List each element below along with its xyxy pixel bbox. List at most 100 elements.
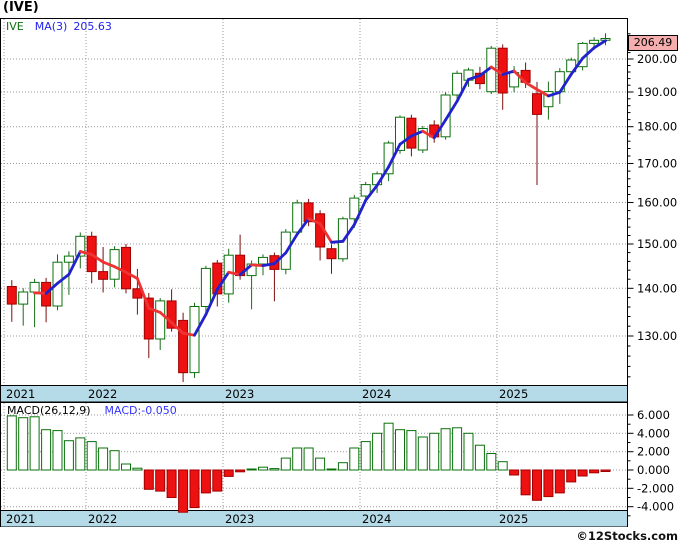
candle-body [258, 256, 268, 265]
watermark-copyright: ©12Stocks.com [576, 529, 678, 543]
price-axis-label: 160.00 [637, 196, 677, 210]
macd-bar-negative [143, 469, 154, 490]
macd-current-value: MACD:-0.050 [104, 404, 177, 417]
macd-bar-positive [121, 463, 131, 471]
candle-body [200, 267, 211, 307]
year-label-macd: 2025 [499, 512, 528, 526]
macd-bar-positive [417, 436, 428, 471]
macd-gridlines: 6.000 4.000 2.000 0.000 -2.000 -4.000 [1, 408, 674, 517]
legend-ma-label: MA(3) [34, 20, 68, 33]
candle-body [406, 117, 417, 149]
candle-body [121, 246, 131, 290]
macd-bar-negative [223, 469, 234, 477]
macd-axis-label: -2.000 [637, 481, 674, 495]
year-label-main: 2023 [225, 387, 254, 401]
macd-bar-positive [132, 467, 143, 471]
candle-body [98, 271, 109, 280]
candle-body [532, 93, 542, 115]
macd-bar-negative [566, 469, 577, 483]
ma3-line [33, 39, 607, 337]
macd-bar-positive [246, 468, 257, 471]
macd-bar-negative [543, 469, 554, 498]
candle-body [63, 255, 74, 263]
macd-bar-positive [258, 466, 268, 471]
candle-body [155, 300, 166, 340]
macd-bar-positive [18, 417, 29, 471]
macd-bar-positive [303, 447, 314, 471]
macd-axis-label: 6.000 [637, 408, 670, 422]
macd-bar-negative [235, 469, 246, 473]
price-axis-label: 140.00 [637, 281, 677, 295]
macd-bar-negative [200, 469, 211, 494]
last-price-badge: 206.49 [628, 35, 678, 51]
macd-bar-positive [109, 450, 120, 471]
legend-ma-value: 205.63 [73, 20, 112, 33]
macd-bar-positive [52, 430, 63, 471]
macd-bar-positive [360, 441, 371, 471]
year-label-macd: 2021 [6, 512, 35, 526]
year-label-main: 2021 [6, 387, 35, 401]
macd-bar-negative [554, 469, 565, 494]
macd-bar-negative [589, 469, 600, 474]
macd-bar-positive [280, 457, 291, 471]
macd-bar-negative [520, 469, 531, 496]
macd-indicator-label: MACD(26,12,9) [7, 404, 91, 417]
year-label-macd: 2024 [362, 512, 391, 526]
macd-axis-label: 4.000 [637, 426, 670, 440]
macd-bar-positive [429, 432, 440, 471]
candle-body [440, 94, 451, 138]
candle-body [395, 116, 405, 151]
candle-body [6, 286, 17, 305]
macd-axis-label: 2.000 [637, 445, 670, 459]
macd-bar-positive [486, 453, 497, 471]
macd-legend: MACD(26,12,9) MACD:-0.050 [7, 404, 177, 417]
macd-bar-positive [406, 430, 417, 471]
candle-body [589, 39, 600, 44]
macd-bar-positive [497, 461, 508, 471]
candle-body [212, 262, 223, 295]
candle-body [166, 300, 177, 329]
candle-body [360, 184, 371, 197]
macd-bar-positive [98, 447, 109, 471]
macd-bar-positive [474, 444, 485, 471]
page-title: (IVE) [3, 0, 39, 15]
price-axis-label: 190.00 [637, 85, 677, 99]
macd-histogram [6, 415, 611, 513]
price-gridlines: 200.00 190.00 180.00 170.00 160.00 150.00 140.… [1, 33, 677, 378]
xaxis-bands: 2021 2021 2022 2022 2023 2023 2024 2024 2025 2025 [1, 385, 627, 527]
chart-legend: IVE MA(3) 205.63 [6, 20, 112, 33]
macd-bar-positive [86, 441, 97, 471]
macd-bar-positive [63, 440, 74, 471]
macd-bar-negative [532, 469, 542, 501]
macd-bar-positive [292, 447, 303, 471]
legend-ma-group: MA(3) 205.63 [35, 20, 112, 33]
macd-bar-positive [326, 468, 337, 471]
macd-bar-positive [349, 447, 360, 471]
macd-bar-negative [155, 469, 166, 492]
year-label-main: 2025 [499, 387, 528, 401]
macd-bar-negative [178, 469, 189, 513]
candle-body [75, 235, 86, 257]
macd-bar-positive [269, 468, 280, 471]
macd-bar-negative [166, 469, 177, 498]
macd-bar-positive [452, 427, 463, 471]
price-axis-label: 200.00 [637, 52, 677, 66]
candle-body [29, 281, 40, 293]
candle-body [143, 297, 154, 340]
macd-bar-negative [212, 469, 223, 492]
macd-bar-positive [463, 432, 474, 471]
macd-bar-positive [29, 416, 40, 471]
candle-body [18, 291, 29, 305]
macd-bar-positive [315, 457, 326, 471]
macd-bar-positive [75, 437, 86, 471]
candle-body [497, 47, 508, 94]
year-label-macd: 2022 [88, 512, 117, 526]
candle-body [178, 319, 189, 374]
year-label-macd: 2023 [225, 512, 254, 526]
macd-bar-positive [337, 462, 348, 471]
price-axis-label: 170.00 [637, 157, 677, 171]
macd-bar-positive [372, 432, 383, 471]
macd-bar-positive [440, 428, 451, 471]
price-axis-label: 180.00 [637, 120, 677, 134]
